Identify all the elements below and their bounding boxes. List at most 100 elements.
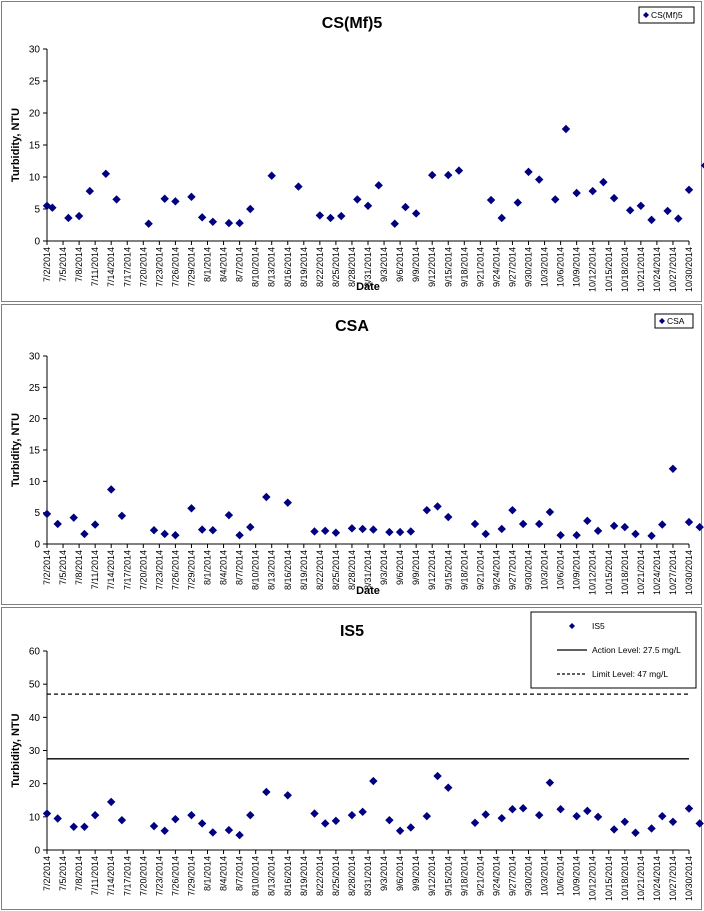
data-point bbox=[583, 516, 592, 526]
x-tick-label: 7/11/2014 bbox=[90, 550, 100, 589]
x-tick-label: 8/19/2014 bbox=[299, 856, 309, 896]
legend-label: Action Level: 27.5 mg/L bbox=[592, 645, 681, 655]
data-point bbox=[369, 776, 378, 786]
x-tick-label: 8/22/2014 bbox=[315, 247, 325, 287]
data-point bbox=[85, 186, 94, 196]
x-tick-label: 9/24/2014 bbox=[491, 856, 501, 896]
y-axis-label: Turbidity, NTU bbox=[10, 413, 22, 487]
data-point bbox=[246, 522, 255, 532]
data-point bbox=[684, 517, 694, 527]
legend-box bbox=[638, 6, 695, 24]
data-point bbox=[224, 825, 234, 835]
x-tick-label: 7/8/2014 bbox=[74, 550, 84, 585]
x-tick-label: 10/9/2014 bbox=[572, 550, 582, 590]
x-tick-label: 9/27/2014 bbox=[507, 856, 517, 896]
legend-marker bbox=[643, 12, 649, 18]
data-point bbox=[636, 201, 646, 210]
x-tick-label: 7/8/2014 bbox=[74, 856, 84, 891]
data-point bbox=[609, 521, 619, 531]
x-tick-label: 8/31/2014 bbox=[363, 856, 373, 896]
x-tick-label: 8/25/2014 bbox=[331, 247, 341, 287]
x-tick-label: 10/30/2014 bbox=[684, 550, 694, 595]
x-tick-label: 7/11/2014 bbox=[90, 856, 100, 895]
data-point bbox=[246, 204, 255, 214]
x-tick-label: 9/6/2014 bbox=[395, 856, 405, 891]
data-point bbox=[358, 807, 367, 817]
y-tick-label: 0 bbox=[34, 540, 40, 551]
data-point bbox=[101, 169, 111, 178]
x-tick-label: 7/29/2014 bbox=[186, 550, 196, 590]
data-point bbox=[144, 219, 153, 228]
legend-label: Limit Level: 47 mg/L bbox=[592, 669, 668, 679]
x-tick-label: 9/3/2014 bbox=[379, 550, 389, 585]
x-tick-label: 10/27/2014 bbox=[668, 247, 678, 292]
x-tick-label: 10/24/2014 bbox=[652, 550, 662, 595]
y-tick-label: 60 bbox=[29, 647, 41, 658]
data-point bbox=[422, 811, 432, 821]
data-point bbox=[208, 217, 218, 226]
legend-marker bbox=[569, 623, 575, 629]
data-point bbox=[197, 819, 207, 828]
data-point bbox=[572, 811, 581, 821]
legend-box bbox=[654, 313, 694, 329]
y-tick-label: 0 bbox=[34, 846, 40, 857]
y-tick-label: 10 bbox=[29, 477, 41, 488]
x-tick-label: 7/14/2014 bbox=[106, 550, 116, 590]
x-tick-label: 9/9/2014 bbox=[411, 550, 421, 585]
x-tick-label: 9/12/2014 bbox=[427, 856, 437, 896]
x-tick-label: 7/5/2014 bbox=[58, 247, 68, 282]
data-point bbox=[620, 522, 629, 532]
x-tick-label: 9/15/2014 bbox=[443, 247, 453, 287]
legend-label: CSA bbox=[667, 316, 685, 326]
x-tick-label: 7/17/2014 bbox=[122, 247, 132, 287]
data-point bbox=[90, 520, 100, 529]
chart-panel-3: IS5 0 10 20 30 40 50 60 Turbidity, NTU 7/2/2014 7/… bbox=[1, 607, 704, 910]
data-point bbox=[197, 525, 207, 534]
data-point bbox=[444, 512, 453, 522]
data-point bbox=[42, 509, 52, 519]
data-point bbox=[235, 830, 244, 840]
data-point bbox=[663, 206, 672, 216]
data-point bbox=[593, 526, 603, 536]
x-tick-label: 9/6/2014 bbox=[395, 247, 405, 282]
y-tick-label: 30 bbox=[29, 746, 41, 757]
x-tick-label: 9/9/2014 bbox=[411, 247, 421, 282]
y-tick-label: 40 bbox=[29, 713, 41, 724]
data-point bbox=[545, 778, 555, 787]
data-point bbox=[187, 504, 196, 513]
y-tick-label: 30 bbox=[29, 352, 41, 363]
legend: CS(Mf)5 bbox=[638, 6, 695, 24]
y-tick-label: 25 bbox=[29, 77, 41, 88]
chart-panel-2: CSA 0 5 10 15 20 25 30 Turbidity, NTU 7/2/2014 7/5… bbox=[1, 304, 704, 605]
legend: IS5 Action Level: 27.5 mg/L Limit Level: 4… bbox=[530, 611, 697, 689]
x-tick-label: 10/15/2014 bbox=[604, 247, 614, 292]
data-point bbox=[406, 527, 415, 536]
y-axis-label: Turbidity, NTU bbox=[10, 108, 22, 182]
data-point bbox=[658, 520, 667, 529]
x-tick-label: 7/26/2014 bbox=[170, 856, 180, 896]
legend-label: CS(Mf)5 bbox=[651, 10, 683, 20]
x-tick-label: 9/9/2014 bbox=[411, 856, 421, 891]
x-tick-label: 10/6/2014 bbox=[556, 550, 566, 590]
x-tick-label: 8/16/2014 bbox=[283, 247, 293, 287]
x-tick-label: 9/24/2014 bbox=[491, 247, 501, 287]
data-point bbox=[647, 531, 656, 541]
data-point bbox=[310, 527, 319, 536]
x-tick-label: 10/12/2014 bbox=[588, 247, 598, 292]
x-tick-label: 7/5/2014 bbox=[58, 856, 68, 891]
data-point bbox=[331, 816, 341, 826]
data-point bbox=[363, 201, 373, 210]
data-point bbox=[561, 124, 571, 134]
data-point bbox=[80, 822, 89, 831]
data-point bbox=[454, 166, 464, 175]
y-tick-label: 20 bbox=[29, 779, 41, 790]
x-tick-label: 7/2/2014 bbox=[42, 550, 52, 585]
x-tick-label: 10/12/2014 bbox=[588, 550, 598, 595]
x-tick-label: 10/21/2014 bbox=[636, 856, 646, 901]
x-tick-label: 10/30/2014 bbox=[684, 247, 694, 292]
data-point bbox=[283, 498, 292, 507]
x-tick-label: 8/13/2014 bbox=[267, 550, 277, 590]
x-tick-label: 10/18/2014 bbox=[620, 856, 630, 901]
x-tick-label: 7/17/2014 bbox=[122, 550, 132, 590]
data-point bbox=[631, 828, 640, 837]
